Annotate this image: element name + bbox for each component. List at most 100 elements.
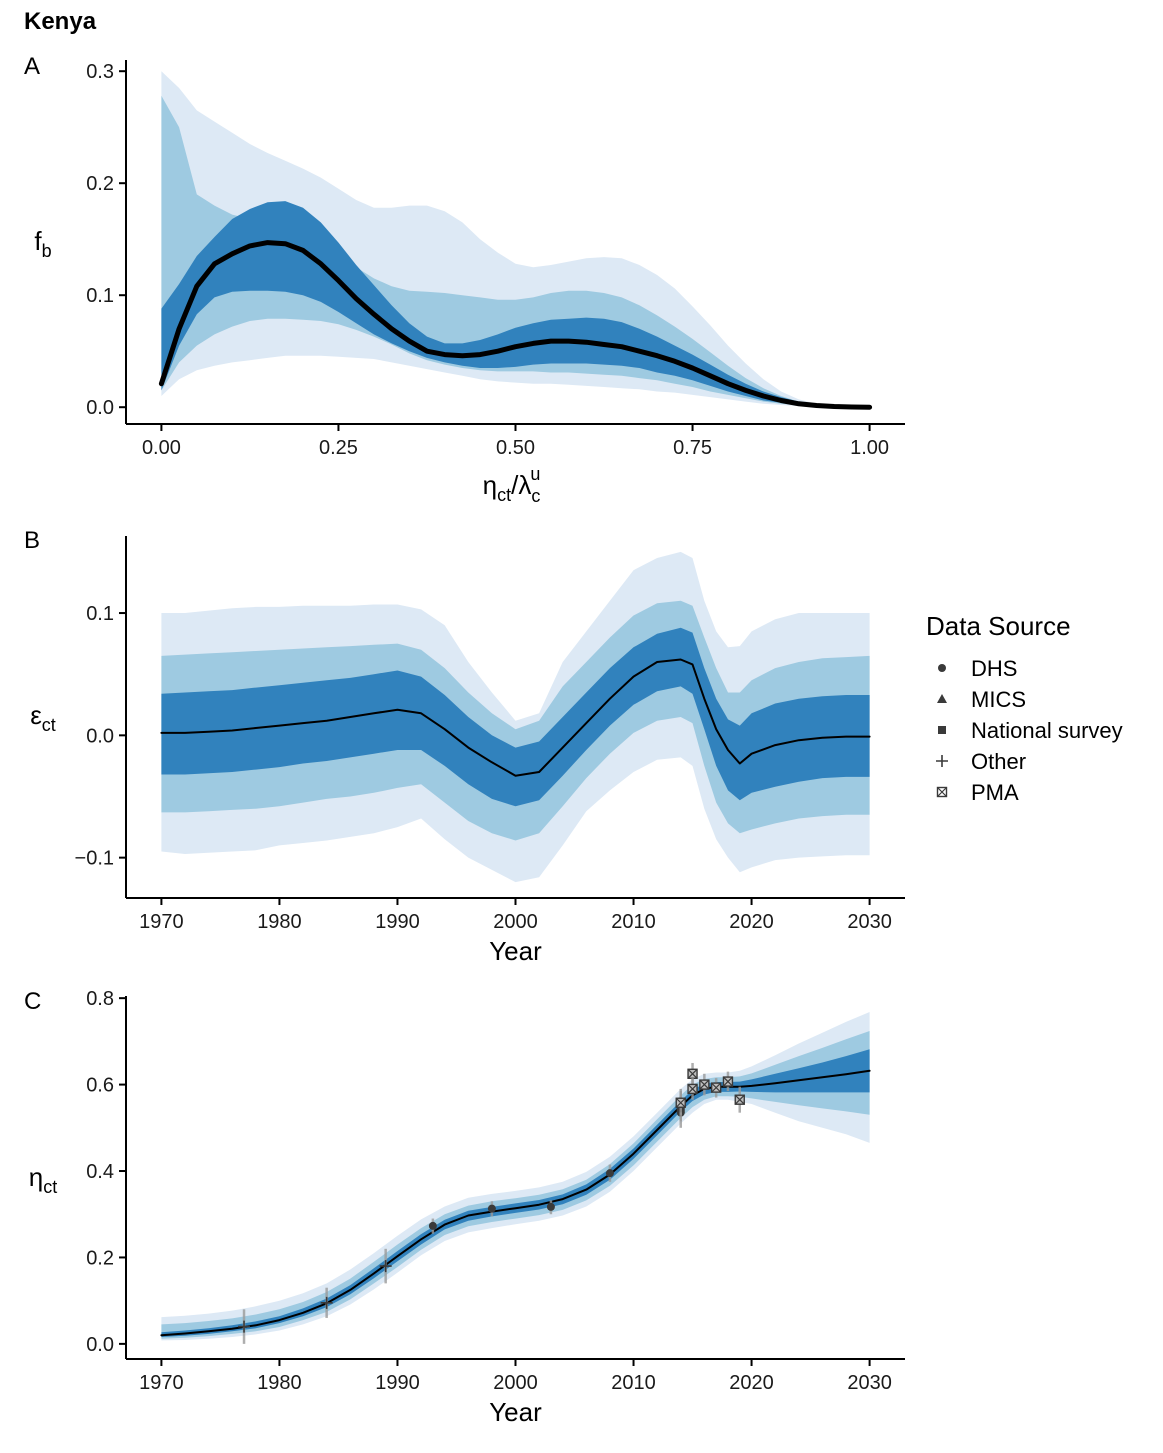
square-icon <box>938 726 946 734</box>
legend-title: Data Source <box>926 611 1071 641</box>
y-tick-label: −0.1 <box>75 848 114 870</box>
y-tick-label: 0.2 <box>86 1247 114 1269</box>
panel-letter-c: C <box>24 988 41 1015</box>
y-axis-title: ηct <box>29 1162 57 1197</box>
x-axis-title-main2: λ <box>518 470 531 500</box>
figure-title: Kenya <box>24 8 97 35</box>
x-tick-label: 1990 <box>375 911 420 933</box>
panel-b: B 1970 1980 1990 2000 2010 2020 2030 −0.1 0.0 0.1 ε… <box>24 527 905 966</box>
observation-pma <box>722 1071 734 1092</box>
x-tick-label: 2000 <box>493 911 538 933</box>
legend-label: DHS <box>971 656 1017 681</box>
observation-pma <box>710 1078 722 1098</box>
other-point <box>379 1260 392 1273</box>
legend-item-national-survey: National survey <box>938 718 1123 743</box>
y-axis-title-main: ε <box>30 700 42 730</box>
y-tick-label: 0.8 <box>86 988 114 1010</box>
band-50-panel-b <box>161 627 870 807</box>
y-tick-label: 0.6 <box>86 1075 114 1097</box>
observation-dhs <box>428 1218 437 1234</box>
legend-item-dhs: DHS <box>938 656 1017 681</box>
plus-icon <box>936 755 948 767</box>
dhs-point <box>546 1202 555 1211</box>
x-tick-label: 1980 <box>257 1372 302 1394</box>
pma-point-cross <box>687 1083 698 1094</box>
x-tick-label: 2010 <box>611 911 656 933</box>
x-axis-title-sub: ct <box>497 485 511 505</box>
legend-item-mics: MICS <box>937 687 1026 712</box>
band-50-panel-a <box>161 201 870 408</box>
x-tick-label: 2030 <box>847 911 892 933</box>
y-tick-label: 0.0 <box>86 725 114 747</box>
axes-panel-a: 0.00 0.25 0.50 0.75 1.00 0.0 0.1 0.2 0.3 fb ηct/λc… <box>34 60 905 506</box>
y-axis-title-main: f <box>34 226 42 256</box>
axes-panel-b: 1970 1980 1990 2000 2010 2020 2030 −0.1 0.0 0.1 εc… <box>30 536 905 966</box>
y-tick-label: 0.4 <box>86 1161 114 1183</box>
observation-pma <box>687 1078 698 1100</box>
pma-point-cross <box>711 1082 722 1093</box>
x-axis-title: Year <box>489 936 542 966</box>
observation-pma <box>734 1086 745 1113</box>
y-tick-label: 0.3 <box>86 61 114 83</box>
observation-dhs <box>487 1201 496 1217</box>
axes-panel-c: 1970 1980 1990 2000 2010 2020 2030 0.0 0.2 0.4 0.6… <box>29 988 905 1427</box>
y-tick-label: 0.2 <box>86 173 114 195</box>
x-tick-label: 1980 <box>257 911 302 933</box>
legend-label: Other <box>971 749 1026 774</box>
circle-icon <box>938 664 946 672</box>
legend-label: PMA <box>971 780 1019 805</box>
observation-dhs <box>546 1200 555 1215</box>
observation-other <box>320 1287 333 1318</box>
pma-point-cross <box>723 1076 733 1087</box>
panel-c: C 1970 1980 1990 2000 2010 2020 2030 0.0 0.2 0.4 0.… <box>24 988 905 1427</box>
observation-other <box>238 1309 251 1344</box>
y-tick-label: 0.1 <box>86 285 114 307</box>
pma-point-cross <box>687 1068 698 1079</box>
band-95-panel-c <box>161 1012 870 1341</box>
x-tick-label: 1.00 <box>850 437 889 459</box>
x-tick-label: 2020 <box>729 911 774 933</box>
band-50-panel-c <box>161 1049 870 1337</box>
dhs-point <box>487 1204 496 1213</box>
y-axis-title-sub: b <box>42 241 52 261</box>
x-axis-title-main: η <box>483 470 497 500</box>
legend-item-other: Other <box>936 749 1026 774</box>
panel-letter-b: B <box>24 527 40 554</box>
x-axis-title: Year <box>489 1397 542 1427</box>
other-point <box>238 1320 251 1333</box>
triangle-icon <box>937 694 947 703</box>
x-axis-title-slash: / <box>511 470 519 500</box>
y-axis-title: fb <box>34 226 51 261</box>
x-axis-title-sup2: u <box>530 464 540 484</box>
x-tick-label: 2010 <box>611 1372 656 1394</box>
box-cross-icon-lines <box>937 787 947 797</box>
x-tick-label: 0.75 <box>673 437 712 459</box>
legend-item-pma: PMA <box>936 780 1019 805</box>
median-line-panel-b <box>160 658 871 777</box>
observation-pma <box>675 1091 686 1115</box>
observation-other <box>379 1248 392 1284</box>
x-tick-label: 2020 <box>729 1372 774 1394</box>
legend-label: National survey <box>971 718 1123 743</box>
pma-point-cross <box>734 1094 745 1105</box>
y-axis-title: εct <box>30 700 56 735</box>
pma-point-cross <box>699 1079 710 1090</box>
median-line-panel-a <box>158 240 873 410</box>
x-tick-label: 1970 <box>139 911 184 933</box>
panel-letter-a: A <box>24 53 40 80</box>
pma-point-cross <box>675 1097 686 1108</box>
band-80-panel-c <box>161 1031 870 1339</box>
y-tick-label: 0.0 <box>86 397 114 419</box>
other-point <box>320 1296 333 1309</box>
observation-dhs <box>605 1164 614 1182</box>
x-tick-label: 0.25 <box>319 437 358 459</box>
x-tick-label: 0.00 <box>142 437 181 459</box>
y-tick-label: 0.0 <box>86 1334 114 1356</box>
panel-a: A 0.00 0.25 0.50 0.75 1.00 0.0 0.1 0.2 0.3 fb ηct/λ… <box>24 53 905 506</box>
x-tick-label: 1990 <box>375 1372 420 1394</box>
x-tick-label: 1970 <box>139 1372 184 1394</box>
observation-pma <box>699 1073 710 1096</box>
legend: Data Source DHS MICS National survey Other PM… <box>926 611 1123 805</box>
x-tick-label: 2030 <box>847 1372 892 1394</box>
